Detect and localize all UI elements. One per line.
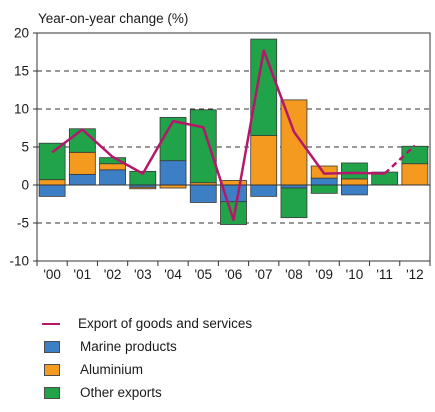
x-tick-label: '06	[225, 267, 243, 282]
bar-segment	[38, 179, 66, 186]
bar-segment	[38, 142, 66, 181]
x-tick-label: '05	[194, 267, 212, 282]
chart: Year-on-year change (%) -10 -5 0 5 10 15 20 '0…	[9, 11, 431, 282]
legend-label-export: Export of goods and services	[78, 316, 253, 331]
y-tick-label: 10	[14, 102, 29, 117]
y-tick-label: -10	[9, 254, 29, 269]
bar-segment	[189, 184, 217, 203]
bar-segment	[68, 151, 96, 175]
legend-label-aluminium: Aluminium	[80, 362, 144, 377]
legend-item-marine: Marine products	[42, 335, 252, 358]
bar-segment	[401, 163, 429, 186]
x-tick-label: '07	[255, 267, 273, 282]
legend-item-export: Export of goods and services	[42, 312, 252, 335]
y-tick-label: 0	[21, 178, 29, 193]
bar-segment	[159, 160, 187, 186]
bar-segment	[280, 187, 308, 219]
bar-segment	[38, 184, 66, 197]
bar-segment	[250, 135, 278, 186]
export-line-dashed	[383, 144, 416, 175]
bar-segment	[310, 184, 338, 194]
x-tick-label: '03	[134, 267, 152, 282]
y-tick-label: -5	[17, 216, 29, 231]
x-tick-label: '00	[43, 267, 61, 282]
x-tick-label: '10	[346, 267, 364, 282]
x-tick-label: '08	[285, 267, 303, 282]
legend-item-other: Other exports	[42, 381, 252, 404]
legend-swatch-other	[44, 386, 60, 399]
bar-segment	[341, 162, 368, 180]
legend-swatch-export	[42, 322, 60, 325]
legend-swatch-marine	[44, 340, 60, 353]
bar-segment	[99, 163, 126, 171]
export-line-solid	[51, 49, 385, 222]
bar-segment	[99, 169, 126, 186]
bar-segment	[129, 186, 157, 190]
bar-segment	[341, 178, 368, 186]
x-tick-label: '09	[315, 267, 333, 282]
legend-swatch-aluminium	[44, 363, 60, 376]
bar-segment	[68, 173, 96, 186]
bar-segment	[68, 128, 96, 153]
legend: Export of goods and services Marine prod…	[42, 312, 252, 404]
y-tick-label: 15	[14, 64, 29, 79]
x-tick-label: '11	[376, 267, 393, 282]
x-tick-label: '02	[104, 267, 122, 282]
legend-label-marine: Marine products	[80, 339, 177, 354]
legend-label-other: Other exports	[80, 385, 162, 400]
chart-svg: Year-on-year change (%) -10 -5 0 5 10 15 20 '0…	[9, 11, 431, 282]
bar-segment	[341, 184, 368, 196]
bar-segment	[159, 116, 187, 162]
y-axis-label: Year-on-year change (%)	[38, 11, 188, 26]
bar-segment	[189, 109, 217, 184]
x-tick-label: '04	[164, 267, 182, 282]
y-tick-label: 20	[14, 26, 29, 41]
legend-item-aluminium: Aluminium	[42, 358, 252, 381]
bar-segment	[220, 180, 247, 186]
y-tick-label: 5	[21, 140, 29, 155]
bar-segment	[310, 177, 338, 186]
bar-segment	[250, 184, 278, 197]
x-tick-label: '12	[406, 267, 424, 282]
bar-segment	[401, 145, 429, 165]
x-tick-label: '01	[74, 267, 92, 282]
